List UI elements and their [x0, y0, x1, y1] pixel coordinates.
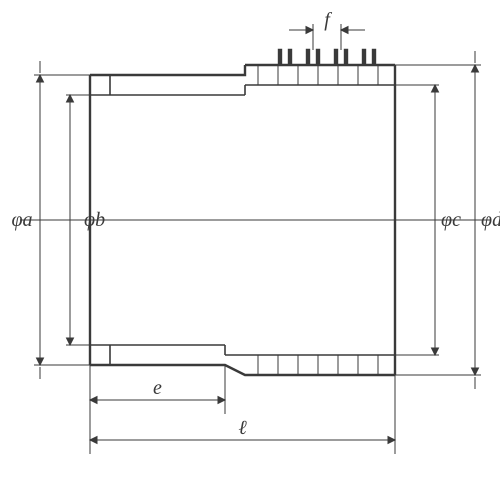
label-e: e — [153, 377, 162, 399]
label-f: f — [324, 9, 332, 31]
label-phi-b: φb — [84, 209, 105, 231]
label-phi-d: φd — [481, 209, 500, 231]
label-ell: ℓ — [238, 417, 247, 439]
label-phi-c: φc — [441, 209, 461, 231]
label-phi-a: φa — [11, 209, 32, 231]
